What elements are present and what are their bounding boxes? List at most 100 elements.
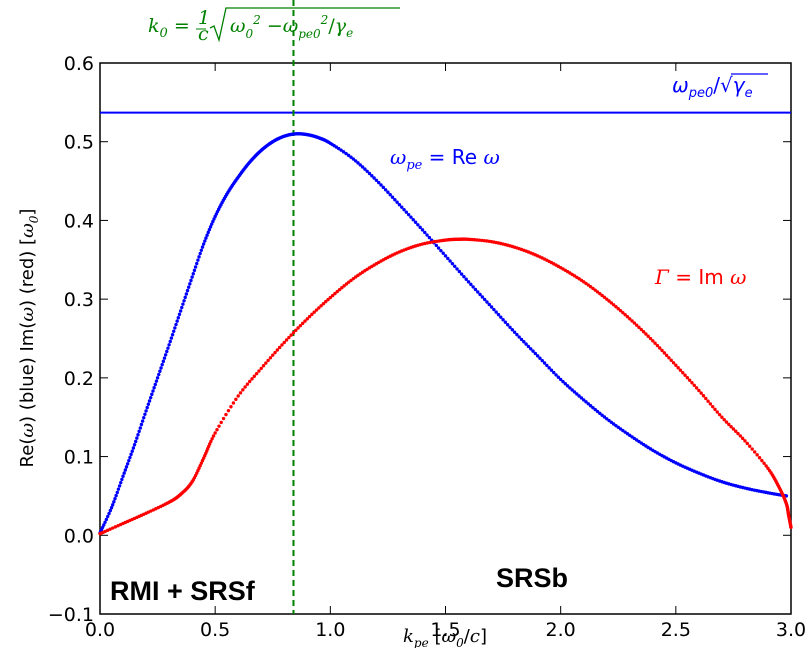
im-omega-point <box>300 321 305 326</box>
re-omega-point <box>177 312 182 317</box>
re-omega-point <box>496 312 501 317</box>
im-omega-point <box>342 284 346 288</box>
re-omega-point <box>517 335 521 339</box>
re-omega-point <box>395 200 399 204</box>
re-omega-point <box>210 222 214 226</box>
re-omega-point <box>130 449 134 453</box>
re-omega-point <box>193 265 198 269</box>
re-omega-point <box>584 400 588 404</box>
im-omega-point <box>743 439 747 443</box>
im-omega-point <box>618 308 623 313</box>
re-omega-point <box>109 506 114 510</box>
im-omega-point <box>245 382 250 386</box>
re-omega-point <box>116 487 121 491</box>
im-omega-point <box>748 444 752 448</box>
im-omega-point <box>321 302 326 306</box>
re-omega-point <box>586 402 591 406</box>
re-omega-point <box>198 251 202 256</box>
re-omega-point <box>501 318 505 322</box>
re-omega-point <box>540 358 544 363</box>
region-label-left: RMI + SRSf <box>110 576 256 606</box>
re-omega-point <box>503 320 508 324</box>
y-tick-label: 0.1 <box>64 447 94 469</box>
im-omega-point <box>674 363 678 367</box>
re-omega-point <box>411 218 415 222</box>
re-omega-point <box>487 302 491 307</box>
im-omega-point <box>229 405 233 409</box>
im-omega-point <box>310 312 314 317</box>
im-omega-point <box>254 371 259 376</box>
re-omega-point <box>175 319 179 323</box>
re-omega-point <box>457 269 462 274</box>
re-omega-point <box>356 161 360 165</box>
im-omega-point <box>611 303 616 307</box>
re-omega-point <box>114 493 118 498</box>
re-omega-point <box>464 277 468 281</box>
im-omega-point <box>319 304 323 308</box>
x-tick-label: 1.0 <box>315 619 345 641</box>
im-omega-point <box>111 526 115 530</box>
im-omega-point <box>713 407 717 412</box>
im-omega-point <box>690 381 694 385</box>
im-omega-point <box>683 373 687 377</box>
y-tick-labels: −0.1 0.0 0.1 0.2 0.3 0.4 0.5 0.6 <box>48 53 94 626</box>
im-omega-point <box>307 314 312 319</box>
im-omega-point <box>595 290 600 294</box>
re-omega-point <box>579 396 584 400</box>
re-omega-point <box>450 261 455 266</box>
im-omega-point <box>717 412 722 417</box>
re-omega-point <box>602 415 607 419</box>
y-tick-label: −0.1 <box>48 604 94 626</box>
re-omega-point <box>174 322 178 327</box>
re-omega-point <box>112 500 116 504</box>
re-omega-point <box>337 146 341 151</box>
im-omega-point <box>660 348 664 353</box>
im-omega-point <box>681 371 685 375</box>
re-omega-point <box>423 230 427 235</box>
im-omega-point <box>344 282 349 286</box>
re-omega-point <box>593 407 597 412</box>
im-omega-point <box>757 456 762 460</box>
re-omega-point <box>190 275 194 279</box>
re-omega-point <box>119 480 123 485</box>
im-omega-point <box>667 356 671 360</box>
re-omega-point <box>416 223 420 227</box>
re-omega-point <box>462 274 466 279</box>
im-omega-point <box>482 238 486 243</box>
im-omega-point <box>697 388 701 393</box>
im-omega-point <box>722 417 726 422</box>
re-omega-point <box>106 514 110 519</box>
re-omega-point <box>545 363 549 368</box>
re-omega-point <box>558 377 563 382</box>
re-omega-point <box>180 305 184 310</box>
re-omega-point <box>132 443 137 447</box>
im-omega-point <box>224 412 228 417</box>
re-omega-point <box>363 167 367 171</box>
re-omega-point <box>565 384 570 388</box>
im-omega-point <box>651 339 655 343</box>
im-omega-point <box>605 297 609 301</box>
re-omega-point <box>341 150 346 154</box>
re-omega-point <box>170 333 175 337</box>
re-omega-point <box>117 484 122 488</box>
re-omega-point <box>473 287 478 292</box>
re-omega-point <box>443 254 448 258</box>
im-omega-point <box>658 346 662 350</box>
re-omega-point <box>377 180 381 185</box>
re-omega-point <box>346 153 351 158</box>
im-omega-point <box>480 238 484 243</box>
im-omega-point <box>598 291 602 296</box>
im-omega-point <box>621 310 625 315</box>
re-omega-point <box>203 239 207 243</box>
im-omega-point <box>324 299 328 304</box>
re-omega-point <box>189 278 193 283</box>
x-tick-label: 2.0 <box>546 619 576 641</box>
im-omega-point <box>277 345 282 350</box>
re-omega-point <box>575 392 579 396</box>
re-omega-point <box>137 429 141 434</box>
re-omega-point <box>505 323 510 327</box>
im-omega-point <box>234 397 238 402</box>
re-omega-point <box>155 376 160 380</box>
im-omega-point <box>669 358 673 362</box>
im-omega-point <box>268 356 273 360</box>
